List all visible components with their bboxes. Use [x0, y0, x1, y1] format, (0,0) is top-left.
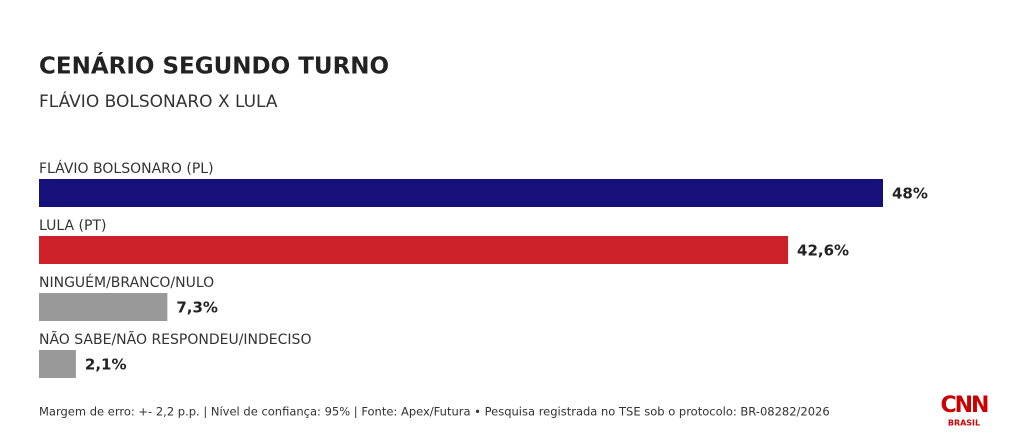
value-label: 42,6%	[797, 242, 849, 260]
chart-title: CENÁRIO SEGUNDO TURNO	[39, 52, 389, 80]
category-label: NÃO SABE/NÃO RESPONDEU/INDECISO	[39, 331, 311, 348]
bar	[39, 179, 883, 207]
footnote: Margem de erro: +- 2,2 p.p. | Nível de c…	[39, 405, 830, 419]
bar	[39, 236, 789, 264]
value-label: 48%	[892, 185, 928, 203]
category-label: FLÁVIO BOLSONARO (PL)	[39, 160, 214, 177]
bar	[39, 293, 168, 321]
value-label: 7,3%	[176, 299, 218, 317]
logo-subtext: BRASIL	[948, 419, 980, 428]
logo: CNN	[941, 393, 989, 418]
value-label: 2,1%	[85, 356, 127, 374]
chart-subtitle: FLÁVIO BOLSONARO X LULA	[39, 90, 278, 112]
category-label: NINGUÉM/BRANCO/NULO	[39, 274, 214, 291]
category-label: LULA (PT)	[39, 218, 106, 234]
bar	[39, 350, 76, 378]
